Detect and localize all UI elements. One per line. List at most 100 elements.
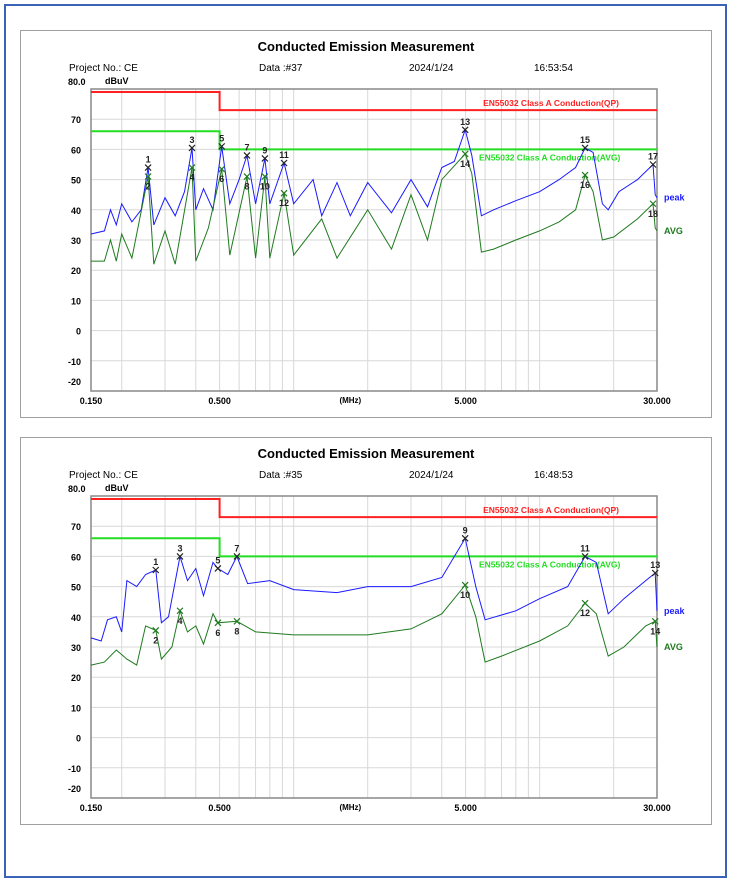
marker-x-icon bbox=[243, 173, 251, 181]
marker-label: 10 bbox=[460, 590, 470, 600]
marker-label: 9 bbox=[262, 145, 267, 155]
marker-label: 8 bbox=[244, 182, 249, 192]
marker-label: 8 bbox=[234, 626, 239, 636]
y-axis-unit: dBuV bbox=[105, 483, 129, 493]
marker-label: 1 bbox=[153, 557, 158, 567]
chart-title: Conducted Emission Measurement bbox=[258, 39, 475, 54]
x-tick-label: 30.000 bbox=[643, 396, 671, 406]
marker-label: 18 bbox=[648, 209, 658, 219]
marker-x-icon bbox=[243, 152, 251, 159]
marker-label: 11 bbox=[580, 543, 590, 553]
x-tick-label: 0.500 bbox=[208, 396, 231, 406]
y-tick-label: -10 bbox=[68, 764, 81, 774]
marker-x-icon bbox=[649, 161, 657, 168]
x-tick-label: 5.000 bbox=[454, 803, 477, 813]
marker-x-icon bbox=[581, 599, 589, 607]
marker-label: 10 bbox=[260, 182, 270, 192]
marker-x-icon bbox=[581, 144, 589, 152]
y-tick-label: 10 bbox=[71, 703, 81, 713]
series-avg-line bbox=[90, 584, 658, 666]
marker-label: 5 bbox=[219, 133, 224, 143]
series-peak-line bbox=[90, 536, 658, 642]
marker-x-icon bbox=[461, 126, 469, 134]
data-label: Data :#35 bbox=[259, 470, 303, 481]
document-frame: Conducted Emission Measurement Project No… bbox=[4, 4, 727, 878]
y-tick-label: 0 bbox=[76, 734, 81, 744]
y-tick-label: 40 bbox=[71, 613, 81, 623]
marker-label: 14 bbox=[650, 626, 660, 636]
y-tick-label: 60 bbox=[71, 552, 81, 562]
time-label: 16:48:53 bbox=[534, 470, 573, 481]
marker-x-icon bbox=[152, 626, 160, 634]
y-axis-unit: dBuV bbox=[105, 76, 129, 86]
marker-x-icon bbox=[144, 164, 152, 171]
qp-limit-label: EN55032 Class A Conduction(QP) bbox=[483, 505, 619, 515]
marker-label: 13 bbox=[460, 117, 470, 127]
time-label: 16:53:54 bbox=[534, 63, 573, 74]
marker-x-icon bbox=[280, 159, 288, 167]
series-peak-label: peak bbox=[664, 606, 686, 616]
marker-label: 4 bbox=[189, 173, 194, 183]
y-tick-label: 70 bbox=[71, 115, 81, 125]
y-tick-label: 70 bbox=[71, 522, 81, 532]
marker-label: 11 bbox=[279, 150, 289, 160]
series-avg-label: AVG bbox=[664, 642, 683, 652]
marker-label: 16 bbox=[580, 180, 590, 190]
x-tick-label: 30.000 bbox=[643, 803, 671, 813]
marker-x-icon bbox=[218, 165, 226, 173]
y-tick-label: 80.0 bbox=[68, 484, 86, 494]
marker-x-icon bbox=[581, 552, 589, 560]
marker-x-icon bbox=[581, 171, 589, 179]
chart-panel-data-37: Conducted Emission Measurement Project No… bbox=[20, 30, 712, 418]
x-tick-label: 0.500 bbox=[208, 803, 231, 813]
marker-label: 1 bbox=[146, 155, 151, 165]
marker-x-icon bbox=[233, 617, 241, 625]
y-tick-label: 10 bbox=[71, 296, 81, 306]
marker-x-icon bbox=[218, 142, 226, 150]
y-tick-label: 50 bbox=[71, 583, 81, 593]
avg-limit-line bbox=[91, 130, 657, 151]
y-tick-label: 50 bbox=[71, 176, 81, 186]
marker-x-icon bbox=[649, 200, 657, 208]
marker-x-icon bbox=[461, 534, 469, 542]
marker-x-icon bbox=[651, 569, 659, 577]
y-tick-label: 20 bbox=[71, 266, 81, 276]
avg-limit-line bbox=[91, 537, 657, 558]
y-tick-label: -20 bbox=[68, 377, 81, 387]
marker-label: 6 bbox=[219, 174, 224, 184]
y-tick-label: 40 bbox=[71, 206, 81, 216]
x-axis-unit: (MHz) bbox=[339, 803, 361, 812]
marker-label: 12 bbox=[580, 608, 590, 618]
emission-chart-data-37: Conducted Emission Measurement Project No… bbox=[68, 39, 686, 406]
marker-x-icon bbox=[144, 173, 152, 181]
chart-title: Conducted Emission Measurement bbox=[258, 446, 475, 461]
marker-label: 13 bbox=[650, 560, 660, 570]
x-tick-label: 0.150 bbox=[80, 396, 103, 406]
date-label: 2024/1/24 bbox=[409, 470, 454, 481]
x-tick-label: 0.150 bbox=[80, 803, 103, 813]
qp-limit-line bbox=[91, 498, 657, 519]
y-tick-label: 60 bbox=[71, 145, 81, 155]
marker-x-icon bbox=[152, 566, 160, 574]
qp-limit-label: EN55032 Class A Conduction(QP) bbox=[483, 98, 619, 108]
x-axis-unit: (MHz) bbox=[339, 396, 361, 405]
marker-label: 17 bbox=[648, 152, 658, 162]
series-peak-line bbox=[90, 128, 658, 235]
marker-label: 14 bbox=[460, 159, 470, 169]
plot-frame bbox=[90, 88, 658, 392]
marker-x-icon bbox=[261, 173, 269, 181]
marker-label: 15 bbox=[580, 135, 590, 145]
marker-x-icon bbox=[176, 552, 184, 560]
marker-label: 4 bbox=[177, 616, 182, 626]
chart-panel-data-35: Conducted Emission Measurement Project No… bbox=[20, 437, 712, 825]
qp-limit-line bbox=[91, 91, 657, 112]
marker-x-icon bbox=[188, 144, 196, 152]
series-avg-label: AVG bbox=[664, 226, 683, 236]
marker-label: 12 bbox=[279, 198, 289, 208]
y-tick-label: 0 bbox=[76, 327, 81, 337]
series-peak-label: peak bbox=[664, 193, 686, 203]
marker-x-icon bbox=[176, 607, 184, 615]
marker-label: 9 bbox=[463, 525, 468, 535]
y-tick-label: 80.0 bbox=[68, 77, 86, 87]
date-label: 2024/1/24 bbox=[409, 63, 454, 74]
